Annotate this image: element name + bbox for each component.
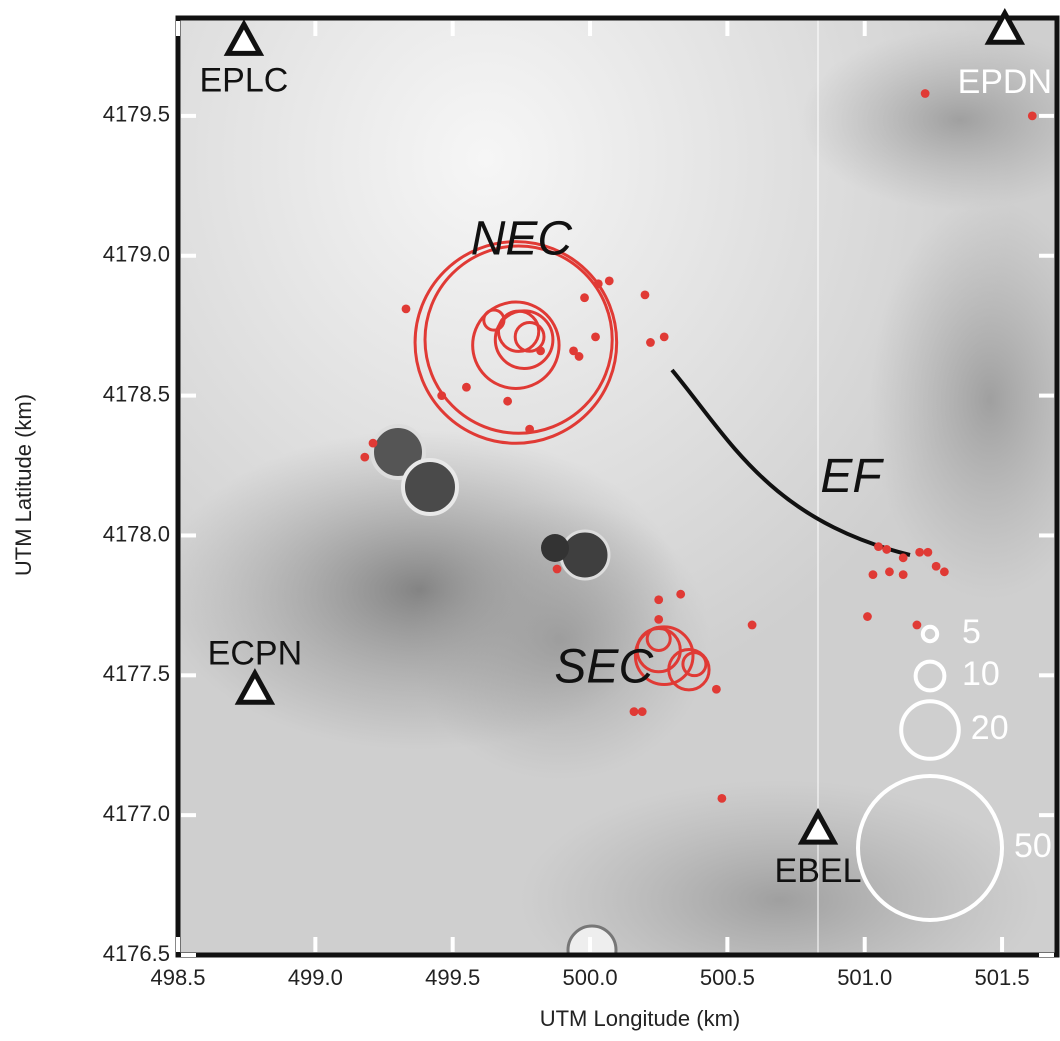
event-dot: [923, 548, 932, 557]
event-dot: [676, 590, 685, 599]
event-dot: [553, 565, 562, 574]
event-dot: [940, 567, 949, 576]
y-axis-label: UTM Latitude (km): [11, 394, 36, 576]
event-dot: [580, 293, 589, 302]
event-dot: [360, 453, 369, 462]
event-dot: [630, 707, 639, 716]
annotation: NEC: [471, 212, 573, 265]
event-dot: [869, 570, 878, 579]
event-dot: [591, 332, 600, 341]
event-dot: [863, 612, 872, 621]
event-dot: [605, 277, 614, 286]
size-legend-label: 50: [1014, 827, 1052, 865]
event-dot: [913, 621, 922, 630]
event-dot: [503, 397, 512, 406]
x-tick-label: 501.5: [975, 965, 1030, 990]
event-dot: [575, 352, 584, 361]
x-tick-label: 500.0: [563, 965, 618, 990]
event-dot: [660, 332, 669, 341]
event-dot: [748, 621, 757, 630]
x-tick-label: 499.0: [288, 965, 343, 990]
event-dot: [525, 425, 534, 434]
station-label: ECPN: [208, 634, 302, 672]
event-dot: [885, 567, 894, 576]
event-dot: [915, 548, 924, 557]
y-tick-label: 4178.5: [103, 381, 170, 406]
event-dot: [641, 291, 650, 300]
event-dot: [1028, 111, 1037, 120]
event-dot: [536, 346, 545, 355]
station-label: EPDN: [958, 63, 1052, 101]
event-dot: [654, 615, 663, 624]
map-figure: UTM Longitude (km) UTM Latitude (km) 498…: [0, 0, 1060, 1041]
event-dot: [402, 304, 411, 313]
station-label: EBEL: [775, 852, 862, 890]
size-legend-label: 5: [962, 613, 981, 651]
annotation: EF: [820, 450, 884, 503]
event-dot: [932, 562, 941, 571]
y-tick-label: 4179.5: [103, 102, 170, 127]
hillshade: [160, 18, 1060, 1020]
y-tick-label: 4179.0: [103, 242, 170, 267]
x-tick-label: 501.0: [837, 965, 892, 990]
event-dot: [874, 542, 883, 551]
event-dot: [882, 545, 891, 554]
event-dot: [437, 391, 446, 400]
x-tick-label: 498.5: [150, 965, 205, 990]
event-dot: [712, 685, 721, 694]
event-dot: [638, 707, 647, 716]
size-legend-label: 20: [971, 709, 1009, 747]
event-dot: [369, 439, 378, 448]
event-dot: [921, 89, 930, 98]
event-dot: [654, 595, 663, 604]
y-tick-label: 4176.5: [103, 941, 170, 966]
event-dot: [899, 570, 908, 579]
y-tick-label: 4178.0: [103, 521, 170, 546]
event-dot: [717, 794, 726, 803]
x-axis-label: UTM Longitude (km): [540, 1006, 741, 1031]
event-dot: [646, 338, 655, 347]
annotation: SEC: [554, 640, 653, 693]
x-tick-label: 500.5: [700, 965, 755, 990]
event-dot: [899, 553, 908, 562]
event-dot: [462, 383, 471, 392]
event-dot: [594, 279, 603, 288]
y-tick-label: 4177.0: [103, 801, 170, 826]
size-legend-label: 10: [962, 655, 1000, 693]
station-label: EPLC: [200, 61, 289, 99]
x-tick-label: 499.5: [425, 965, 480, 990]
y-tick-label: 4177.5: [103, 661, 170, 686]
